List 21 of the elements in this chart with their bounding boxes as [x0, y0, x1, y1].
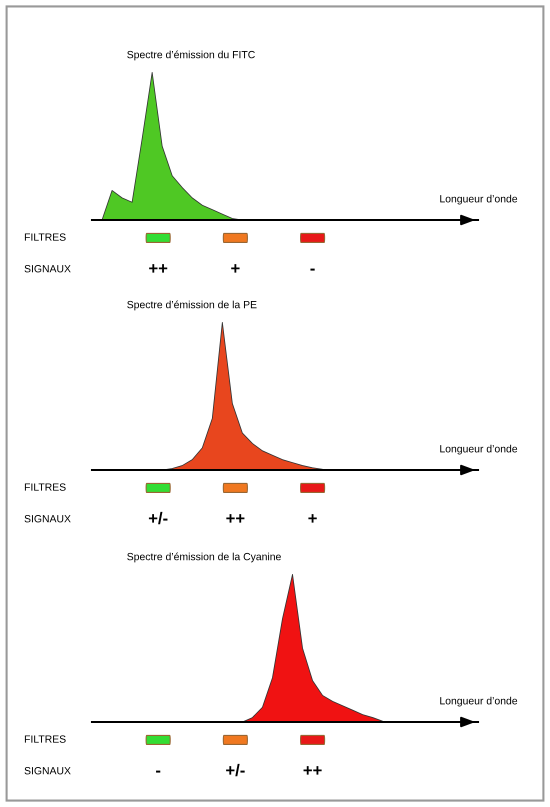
text: FILTRES: [24, 233, 66, 241]
text: -: [156, 770, 160, 773]
text: SIGNAUX: [24, 265, 71, 272]
chart-title: Spectre d’émission de la Cyanine: [127, 552, 281, 562]
text: ++: [304, 766, 322, 775]
text: FILTRES: [24, 483, 66, 491]
text: +/-: [148, 512, 168, 524]
text: SIGNAUX: [24, 767, 71, 774]
text: +/-: [226, 764, 245, 776]
text: +: [231, 264, 240, 273]
text: ++: [226, 514, 244, 523]
x-axis-title: Longueur d’onde: [440, 696, 518, 706]
text: ++: [149, 264, 168, 273]
text: +: [308, 514, 317, 523]
x-axis-title: Longueur d’onde: [440, 194, 518, 204]
x-axis-title: Longueur d’onde: [440, 444, 518, 454]
text: FILTRES: [24, 735, 66, 743]
text: -: [310, 268, 315, 271]
chart-title: Spectre d’émission de la PE: [127, 300, 257, 310]
text: SIGNAUX: [24, 515, 71, 522]
chart-title: Spectre d’émission du FITC: [127, 50, 255, 60]
